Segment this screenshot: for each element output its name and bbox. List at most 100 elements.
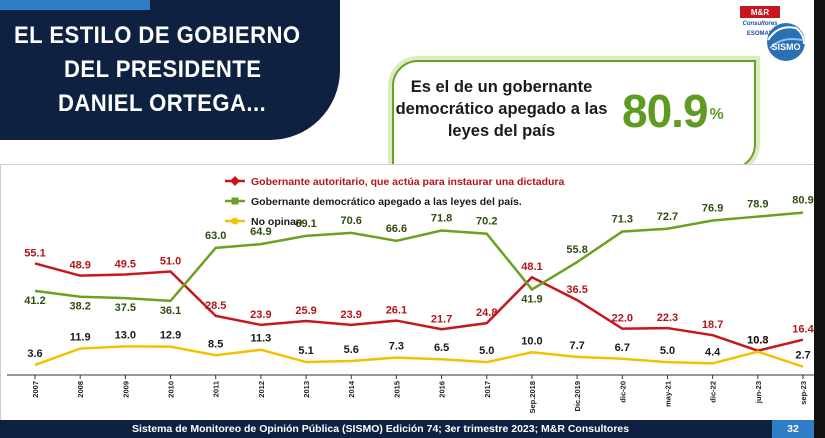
data-label: 16.4 xyxy=(792,324,814,336)
data-label: 37.5 xyxy=(115,302,136,314)
x-tick-label: Sep.2018 xyxy=(528,381,537,414)
data-label: 48.9 xyxy=(69,260,90,272)
x-tick-label: 2013 xyxy=(302,381,311,398)
legend-label: Gobernante democrático apegado a las ley… xyxy=(251,196,522,208)
callout-value: 80.9% xyxy=(622,84,724,138)
x-tick-label: 2007 xyxy=(31,381,40,398)
data-label: 71.3 xyxy=(612,214,633,226)
data-label: 21.7 xyxy=(431,313,452,325)
title-accent-tab xyxy=(0,0,150,10)
title-line-2: DEL PRESIDENTE xyxy=(64,56,262,83)
data-label: 78.9 xyxy=(747,199,768,211)
data-label: 36.1 xyxy=(160,305,181,317)
data-label: 55.8 xyxy=(566,244,587,256)
data-label: 5.0 xyxy=(660,345,675,357)
page-number: 32 xyxy=(772,420,814,438)
footer-source: Sistema de Monitoreo de Opinión Pública … xyxy=(132,423,630,435)
chart-frame: 2007 2008 2009 2010 2011 2012 2013 2014 2015 2016… xyxy=(0,164,816,421)
series-line xyxy=(34,345,804,368)
data-label: 10.8 xyxy=(747,335,768,347)
legend-marker xyxy=(230,176,240,186)
data-label: 63.0 xyxy=(205,230,226,242)
data-label: 3.6 xyxy=(27,348,42,360)
data-label: 24.8 xyxy=(476,307,497,319)
x-tick-label: 2010 xyxy=(167,381,176,398)
svg-text:SISMO: SISMO xyxy=(771,42,800,52)
x-tick-label: dic-20 xyxy=(618,381,627,403)
legend-label: No opinan xyxy=(251,216,302,228)
data-label: 71.8 xyxy=(431,213,452,225)
x-tick-label: 2017 xyxy=(483,381,492,398)
data-label: 4.4 xyxy=(705,346,721,358)
legend-marker xyxy=(231,197,239,205)
legend-item: Gobernante democrático apegado a las ley… xyxy=(225,196,522,208)
legend-marker xyxy=(231,217,239,225)
data-label: 51.0 xyxy=(160,256,181,268)
data-label: 22.3 xyxy=(657,312,678,324)
title-line-1: EL ESTILO DE GOBIERNO xyxy=(14,22,301,49)
data-label: 13.0 xyxy=(115,329,136,341)
legend-item: No opinan xyxy=(225,216,302,228)
callout-number: 80.9 xyxy=(622,85,709,137)
data-label: 11.3 xyxy=(250,333,271,345)
x-tick-label: Dic.2019 xyxy=(573,381,582,411)
svg-text:ESOMAR: ESOMAR xyxy=(747,31,774,37)
x-tick-label: dic-22 xyxy=(709,381,718,403)
title-panel: EL ESTILO DE GOBIERNO DEL PRESIDENTE DAN… xyxy=(0,0,340,140)
data-label: 70.2 xyxy=(476,216,497,228)
x-tick-label: sep-23 xyxy=(799,381,808,405)
data-label: 66.6 xyxy=(386,223,407,235)
data-label: 55.1 xyxy=(24,247,45,259)
data-label: 6.5 xyxy=(434,342,449,354)
series-line xyxy=(34,262,804,353)
x-tick-label: 2008 xyxy=(76,381,85,398)
data-label: 72.7 xyxy=(657,211,678,223)
data-label: 5.1 xyxy=(298,345,313,357)
callout-unit: % xyxy=(709,106,724,123)
data-label: 26.1 xyxy=(386,305,407,317)
data-label: 25.9 xyxy=(295,305,316,317)
series-line xyxy=(34,211,804,303)
data-label: 64.9 xyxy=(250,226,271,238)
x-tick-label: 2016 xyxy=(438,381,447,398)
data-label: 5.0 xyxy=(479,345,494,357)
data-label: 41.2 xyxy=(24,295,45,307)
right-edge xyxy=(814,0,825,438)
data-label: 48.1 xyxy=(521,261,542,273)
x-tick-label: 2015 xyxy=(392,381,401,398)
data-label: 11.9 xyxy=(70,332,91,344)
x-tick-label: 2011 xyxy=(212,381,221,397)
data-label: 18.7 xyxy=(702,319,723,331)
data-label: 10.0 xyxy=(521,335,542,347)
data-label: 2.7 xyxy=(795,350,810,362)
data-label: 7.3 xyxy=(389,341,404,353)
data-label: 36.5 xyxy=(566,284,587,296)
callout-text: Es el de un gobernante democrático apega… xyxy=(395,78,608,140)
x-tick-label: may-21 xyxy=(663,381,672,407)
data-label: 41.9 xyxy=(521,293,542,305)
data-label: 69.1 xyxy=(295,218,316,230)
data-label: 70.6 xyxy=(341,215,362,227)
mr-consultores-sismo-logo: M&R Consultores ESOMAR SISMO xyxy=(738,4,808,64)
data-label: 76.9 xyxy=(702,203,723,215)
svg-text:M&R: M&R xyxy=(751,8,769,17)
title-line-3: DANIEL ORTEGA... xyxy=(58,90,267,117)
footer-bar: Sistema de Monitoreo de Opinión Pública … xyxy=(0,420,814,438)
data-label: 12.9 xyxy=(160,330,181,342)
data-label: 8.5 xyxy=(208,338,223,350)
data-label: 38.2 xyxy=(69,301,90,313)
data-label: 23.9 xyxy=(341,309,362,321)
legend-label: Gobernante autoritario, que actúa para i… xyxy=(251,176,564,188)
data-label: 28.5 xyxy=(205,300,226,312)
data-label: 22.0 xyxy=(612,313,633,325)
legend-item: Gobernante autoritario, que actúa para i… xyxy=(225,176,564,188)
x-tick-label: 2012 xyxy=(257,381,266,398)
data-label: 80.9 xyxy=(792,195,813,207)
x-tick-label: 2009 xyxy=(121,381,130,398)
data-label: 10.3 xyxy=(747,335,768,347)
data-label: 6.7 xyxy=(615,342,630,354)
line-chart: 2007 2008 2009 2010 2011 2012 2013 2014 2015 2016… xyxy=(7,176,815,414)
svg-text:Consultores: Consultores xyxy=(742,21,778,27)
data-label: 23.9 xyxy=(250,309,271,321)
x-tick-label: jun-23 xyxy=(754,381,763,404)
